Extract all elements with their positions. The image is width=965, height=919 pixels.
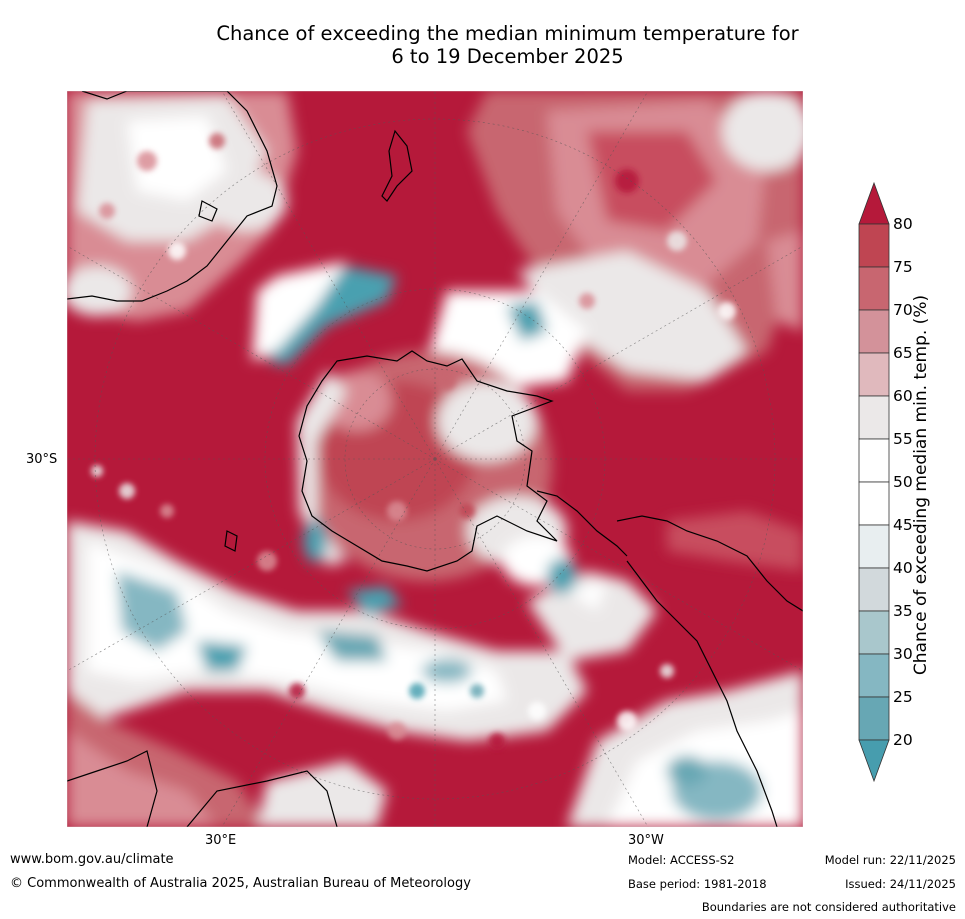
- polar-map: [67, 91, 803, 827]
- colorbar-band: [858, 524, 890, 569]
- lon-label-30e: 30°E: [205, 833, 237, 848]
- coastlines: [67, 91, 803, 827]
- colorbar-band: [858, 266, 890, 311]
- colorbar-label: Chance of exceeding median min. temp. (%…: [911, 294, 931, 676]
- footer-disclaimer: Boundaries are not considered authoritat…: [701, 900, 956, 914]
- probability-field: [67, 91, 803, 827]
- title-line-1: Chance of exceeding the median minimum t…: [216, 22, 799, 45]
- graticule: [67, 91, 803, 827]
- colorbar-tick-label: 65: [893, 344, 913, 362]
- colorbar-tick-label: 25: [893, 688, 913, 706]
- colorbar-tick-label: 30: [893, 645, 913, 663]
- footer-copyright: © Commonwealth of Australia 2025, Austra…: [10, 876, 471, 891]
- colorbar-band: [858, 438, 890, 483]
- colorbar: [858, 182, 890, 782]
- colorbar-band: [858, 309, 890, 354]
- lon-label-30w: 30°W: [628, 833, 664, 848]
- colorbar-tick-label: 55: [893, 430, 913, 448]
- footer-model: Model: ACCESS-S2: [628, 853, 735, 867]
- colorbar-tick-label: 50: [893, 473, 913, 491]
- australia-coastline: [67, 91, 278, 302]
- footer-model-run: Model run: 22/11/2025: [824, 853, 956, 867]
- colorbar-band: [858, 567, 890, 612]
- colorbar-extend-bottom: [858, 739, 890, 782]
- colorbar-band: [858, 653, 890, 698]
- colorbar-extend-top: [858, 182, 890, 225]
- africa-coastline: [67, 750, 338, 827]
- title-line-2: 6 to 19 December 2025: [391, 45, 624, 68]
- colorbar-tick-label: 60: [893, 387, 913, 405]
- chart-title: Chance of exceeding the median minimum t…: [150, 22, 865, 68]
- colorbar-tick-label: 40: [893, 559, 913, 577]
- colorbar-tick-label: 35: [893, 602, 913, 620]
- colorbar-band: [858, 696, 890, 741]
- colorbar-tick-label: 20: [893, 731, 913, 749]
- colorbar-tick-label: 45: [893, 516, 913, 534]
- colorbar-band: [858, 223, 890, 268]
- colorbar-band: [858, 395, 890, 440]
- new-zealand-coastline: [381, 129, 413, 202]
- colorbar-band: [858, 610, 890, 655]
- colorbar-band: [858, 481, 890, 526]
- south-america-coastline: [616, 515, 803, 827]
- lat-label-30s: 30°S: [26, 452, 58, 467]
- colorbar-tick-label: 80: [893, 215, 913, 233]
- antarctica-coastline: [298, 350, 558, 572]
- antarctic-peninsula: [536, 490, 628, 557]
- field-speckle: [91, 133, 736, 749]
- footer-base-period: Base period: 1981-2018: [628, 877, 767, 891]
- colorbar-tick-label: 75: [893, 258, 913, 276]
- footer-issued: Issued: 24/11/2025: [845, 877, 956, 891]
- colorbar-tick-label: 70: [893, 301, 913, 319]
- footer-website: www.bom.gov.au/climate: [10, 852, 174, 867]
- colorbar-band: [858, 352, 890, 397]
